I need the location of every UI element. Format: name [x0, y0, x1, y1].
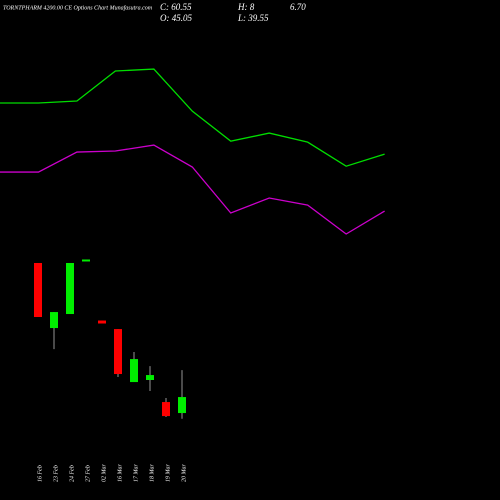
- date-label: 24 Feb: [68, 465, 75, 482]
- date-label: 20 Mar: [181, 464, 187, 482]
- indicator-line: [0, 144, 385, 235]
- candle-body: [178, 397, 186, 414]
- candle-body: [130, 359, 138, 383]
- chart-title: TORNTPHARM 4200.00 CE Options Chart Muna…: [3, 4, 153, 11]
- date-label: 16 Mar: [117, 464, 123, 482]
- date-label: 27 Feb: [85, 465, 91, 482]
- date-label: 02 Mar: [101, 464, 107, 482]
- candle-body: [34, 262, 42, 318]
- candle-body: [98, 320, 106, 324]
- date-label: 18 Mar: [149, 464, 155, 482]
- candle-body: [50, 312, 58, 329]
- indicator-line: [0, 68, 385, 167]
- close-info: C: 60.55: [160, 2, 192, 12]
- date-label: 19 Mar: [165, 464, 171, 482]
- low-info: L: 39.55: [237, 13, 269, 23]
- date-label: 23 Feb: [53, 465, 59, 482]
- candle-body: [114, 329, 122, 375]
- high-info: H: 8: [237, 2, 255, 12]
- date-label: 17 Mar: [133, 464, 139, 482]
- high-info-rest: 6.70: [290, 2, 306, 12]
- candle-body: [82, 259, 90, 262]
- candle-body: [146, 375, 154, 380]
- date-label: 16 Feb: [37, 465, 43, 482]
- open-info: O: 45.05: [160, 13, 192, 23]
- candle-body: [162, 402, 170, 417]
- candle-body: [66, 262, 74, 315]
